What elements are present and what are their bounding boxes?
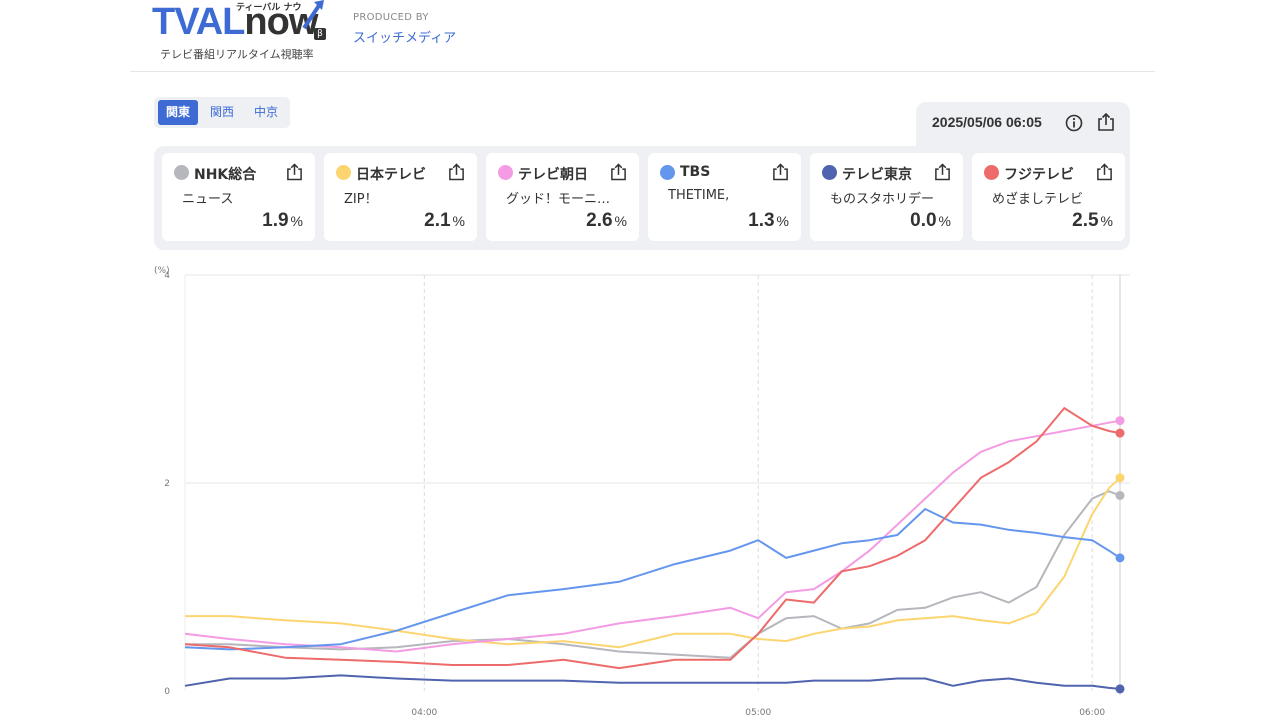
rating-value: 2.5%	[1072, 210, 1113, 231]
channel-name: テレビ朝日	[518, 167, 588, 183]
timestamp-bar	[916, 102, 1130, 152]
region-tabs: 関東 関西 中京	[154, 97, 290, 128]
info-icon[interactable]	[1065, 114, 1083, 132]
channel-name: テレビ東京	[842, 167, 912, 183]
series-end-point-3	[1115, 553, 1125, 563]
share-icon[interactable]	[286, 163, 303, 181]
tab-kansai[interactable]: 関西	[210, 105, 235, 119]
x-tick-label: 06:00	[1079, 708, 1105, 718]
share-icon[interactable]	[1096, 163, 1113, 181]
data-timestamp: 2025/05/06 06:05	[932, 114, 1042, 130]
y-tick-label: 4	[164, 271, 170, 281]
series-line-4	[184, 674, 1121, 690]
channel-color-dot	[984, 165, 999, 180]
channel-card-fuji-tv[interactable]: フジテレビ めざましテレビ 2.5%	[972, 153, 1125, 241]
producer-credit: PRODUCED BY スイッチメディア	[353, 12, 456, 46]
logo-tval: TVAL	[152, 1, 245, 43]
x-tick-label: 05:00	[745, 708, 771, 718]
channel-name: TBS	[680, 164, 711, 180]
logo-arrow-icon	[302, 0, 324, 30]
channel-card-tv-asahi[interactable]: テレビ朝日 グッド！モーニ… 2.6%	[486, 153, 639, 241]
series-end-point-2	[1115, 416, 1125, 426]
share-icon[interactable]	[772, 163, 789, 181]
channel-cards: NHK総合 ニュース 1.9% 日本テレビ ZIP！ 2.1% テレビ朝日 グッ…	[162, 153, 1125, 241]
channel-color-dot	[498, 165, 513, 180]
tval-now-logo[interactable]: TVALnow ティーバル ナウ β テレビ番組リアルタイム視聴率	[152, 0, 332, 64]
channel-card-tv-tokyo[interactable]: テレビ東京 ものスタホリデー 0.0%	[810, 153, 963, 241]
y-tick-label: 0	[164, 687, 170, 697]
rating-value: 2.1%	[424, 210, 465, 231]
program-title: THETIME,	[668, 188, 730, 203]
tab-kanto[interactable]: 関東	[158, 100, 198, 125]
program-title: ZIP！	[344, 192, 378, 207]
channel-color-dot	[660, 165, 675, 180]
share-icon[interactable]	[934, 163, 951, 181]
channel-card-nhk[interactable]: NHK総合 ニュース 1.9%	[162, 153, 315, 241]
y-axis-unit-label: (%)	[154, 266, 170, 276]
ratings-panel	[154, 146, 1130, 250]
series-line-5	[184, 407, 1121, 670]
program-title: ものスタホリデー	[830, 192, 935, 207]
logo-kana: ティーバル ナウ	[236, 3, 302, 13]
program-title: グッド！モーニ…	[506, 192, 611, 207]
channel-color-dot	[822, 165, 837, 180]
series-end-point-5	[1115, 428, 1125, 438]
series-line-0	[185, 490, 1121, 659]
x-tick-label: 04:00	[411, 708, 437, 718]
program-title: めざましテレビ	[992, 192, 1084, 207]
y-tick-label: 2	[164, 479, 170, 489]
channel-name: NHK総合	[194, 167, 257, 183]
channel-color-dot	[174, 165, 189, 180]
rating-value: 0.0%	[910, 210, 951, 231]
series-line-2	[184, 419, 1121, 653]
series-line-1	[185, 477, 1121, 649]
channel-card-tbs[interactable]: TBS THETIME, 1.3%	[648, 153, 801, 241]
series-end-point-4	[1115, 684, 1125, 694]
channel-card-ntv[interactable]: 日本テレビ ZIP！ 2.1%	[324, 153, 477, 241]
rating-value: 1.3%	[748, 210, 789, 231]
series-end-point-1	[1115, 473, 1125, 483]
series-end-point-0	[1115, 490, 1125, 500]
share-icon[interactable]	[448, 163, 465, 181]
share-icon[interactable]	[610, 163, 627, 181]
beta-badge: β	[314, 28, 326, 40]
producer-label: PRODUCED BY	[353, 12, 429, 23]
channel-name: フジテレビ	[1004, 167, 1074, 183]
ratings-line-chart: (%) 0 2 4 04:00 05:00 06:00	[154, 266, 1130, 718]
program-title: ニュース	[182, 192, 234, 207]
series-line-3	[184, 508, 1121, 651]
channel-color-dot	[336, 165, 351, 180]
tab-chukyo[interactable]: 中京	[254, 105, 279, 119]
channel-name: 日本テレビ	[356, 167, 426, 183]
producer-link[interactable]: スイッチメディア	[353, 31, 457, 46]
share-icon[interactable]	[1097, 113, 1115, 131]
rating-value: 2.6%	[586, 210, 627, 231]
rating-value: 1.9%	[262, 210, 303, 231]
site-header: TVALnow ティーバル ナウ β テレビ番組リアルタイム視聴率 PRODUC…	[130, 0, 1155, 72]
logo-tagline: テレビ番組リアルタイム視聴率	[160, 48, 314, 61]
